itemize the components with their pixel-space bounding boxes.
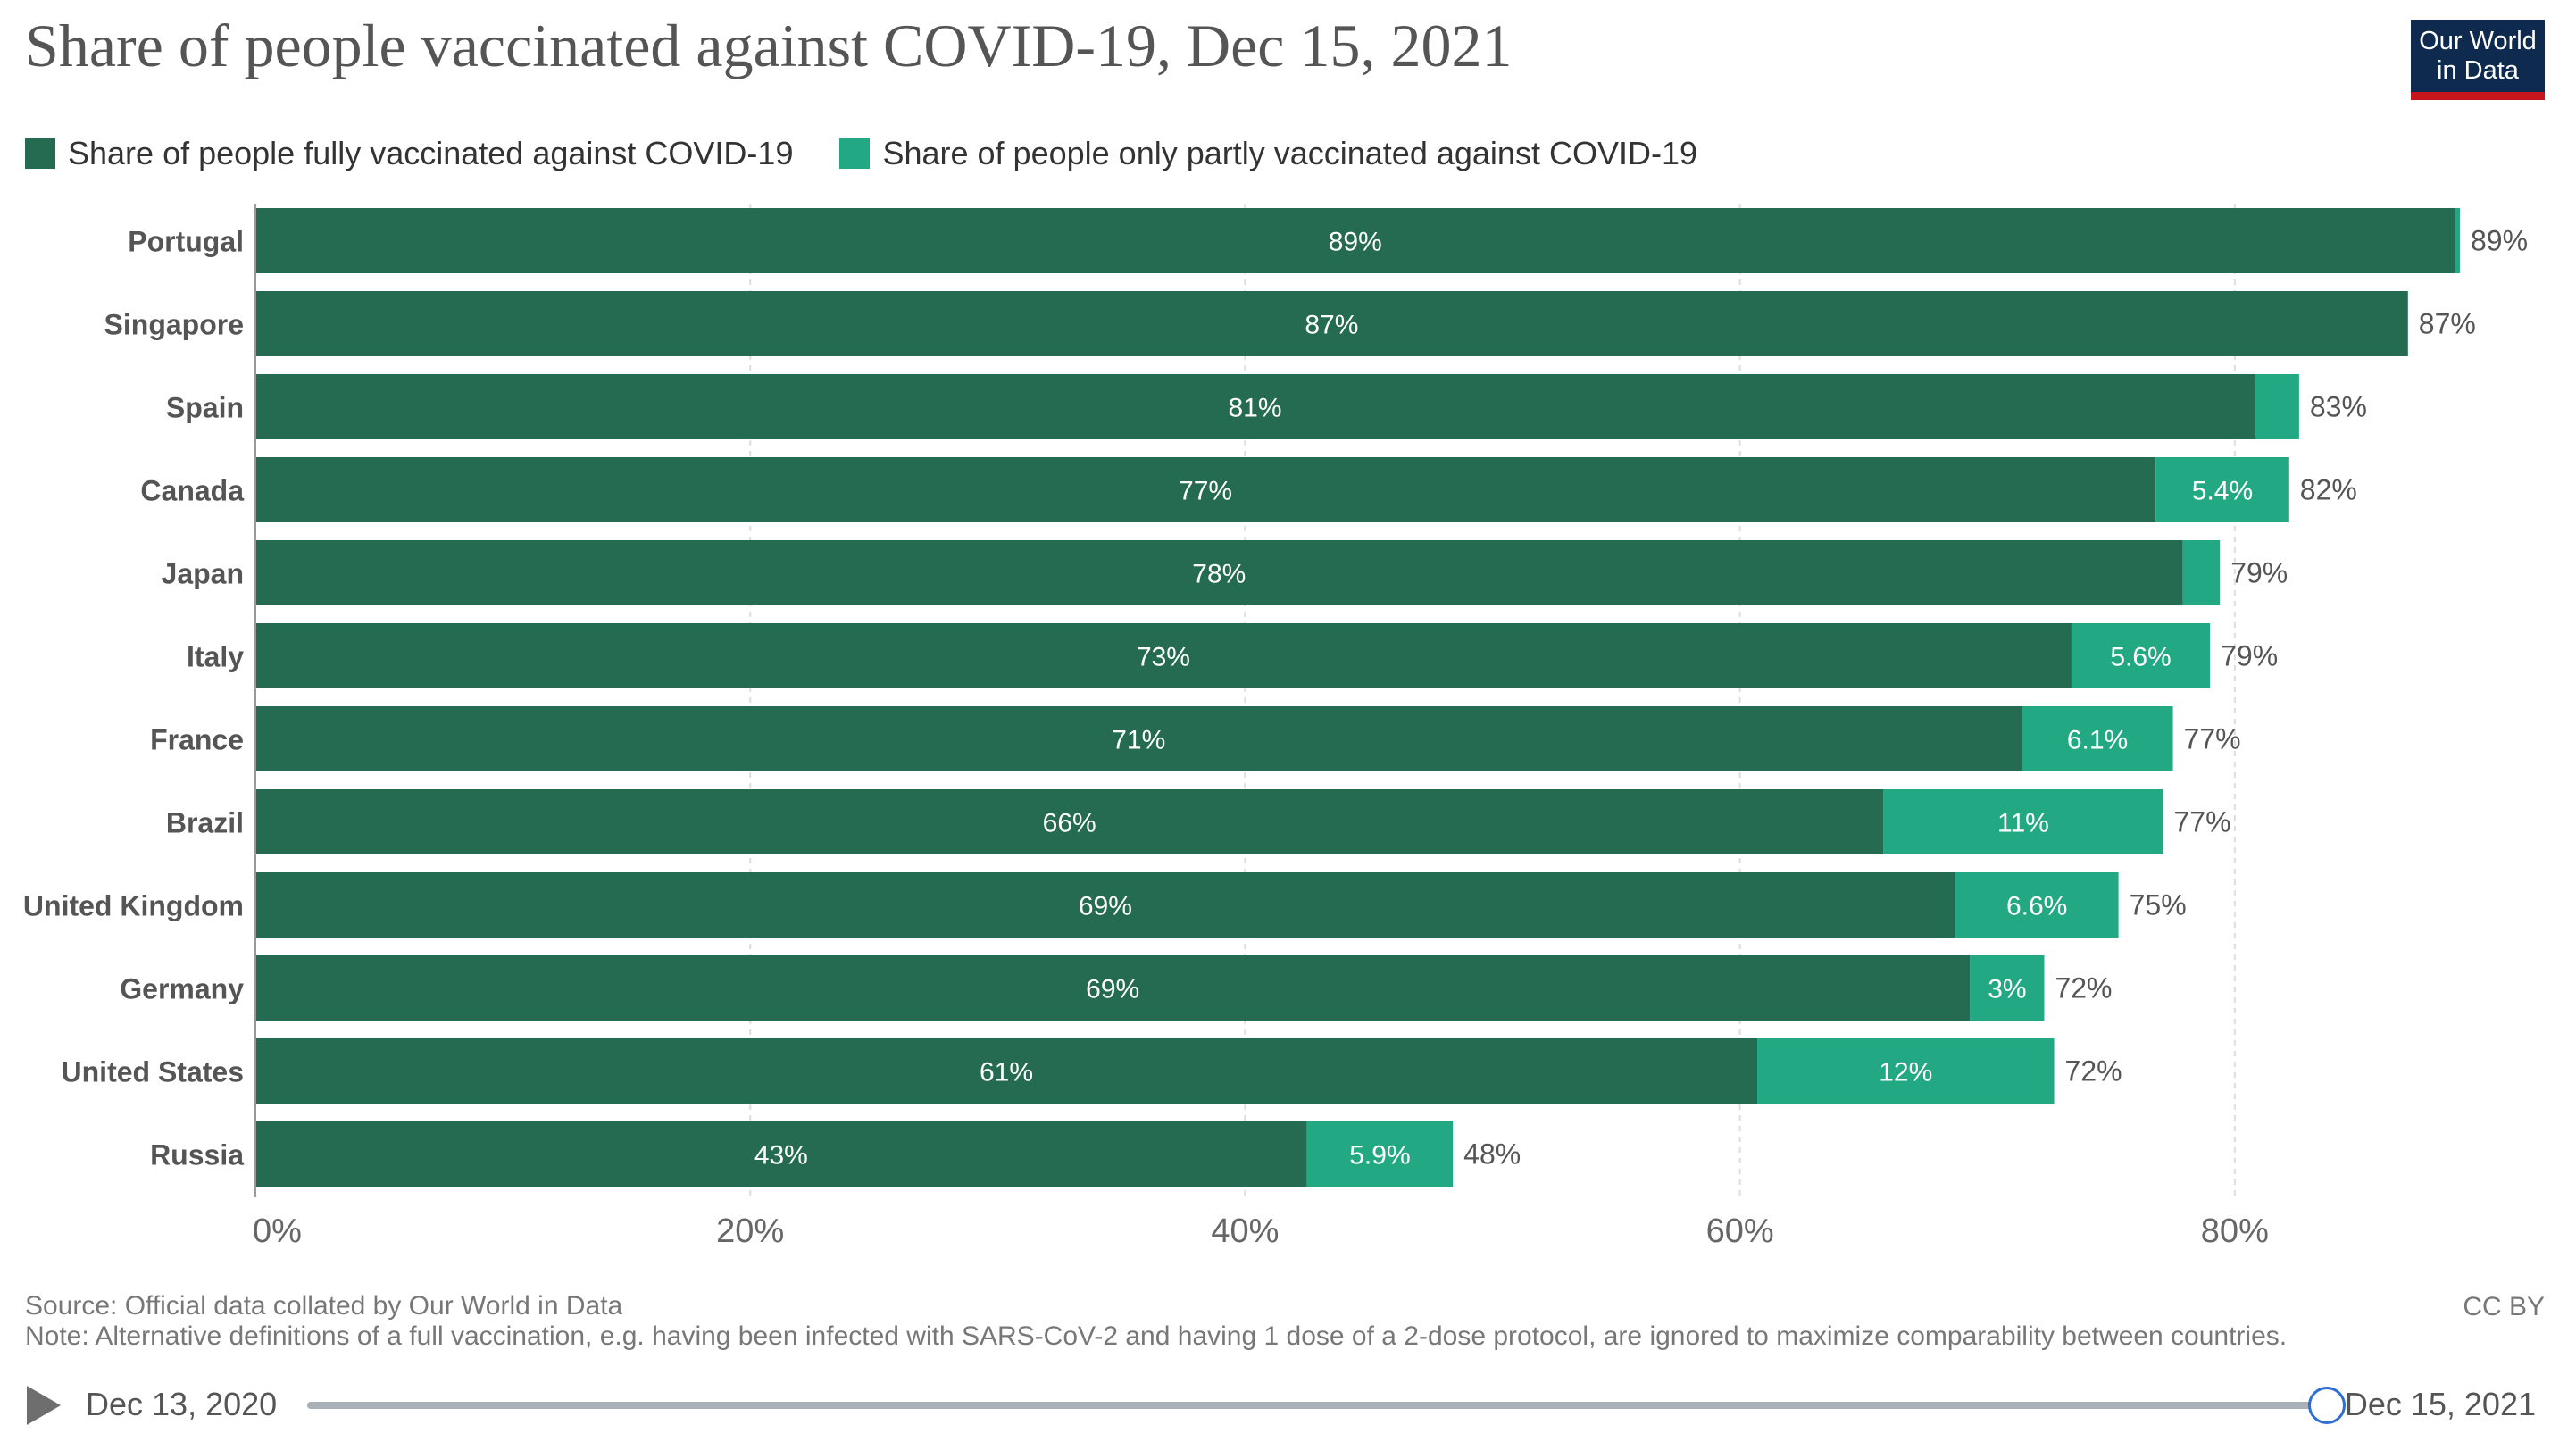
data-label-fully: 71%: [1112, 726, 1165, 755]
data-label-fully: 61%: [980, 1058, 1033, 1088]
legend-item-partly[interactable]: Share of people only partly vaccinated a…: [839, 135, 1697, 172]
total-label: 75%: [2130, 889, 2187, 921]
bar-fully-vaccinated: [255, 955, 1971, 1021]
legend-swatch-fully: [25, 138, 55, 169]
bar-fully-vaccinated: [255, 291, 2408, 356]
timeline-start-date: Dec 13, 2020: [86, 1386, 278, 1422]
bar-fully-vaccinated: [255, 540, 2183, 605]
logo-line-2: in Data: [2437, 56, 2519, 85]
owid-logo[interactable]: Our World in Data: [2411, 20, 2545, 100]
data-label-fully: 81%: [1228, 394, 1281, 423]
x-tick-label: 60%: [1706, 1213, 1774, 1250]
x-tick-label: 40%: [1211, 1213, 1279, 1250]
bar-fully-vaccinated: [255, 623, 2072, 688]
category-label: United States: [62, 1056, 244, 1088]
total-label: 82%: [2300, 474, 2357, 506]
total-label: 79%: [2221, 640, 2278, 672]
bar-partly-vaccinated: [2182, 540, 2221, 605]
data-label-fully: 66%: [1043, 809, 1096, 838]
total-label: 72%: [2065, 1055, 2122, 1088]
bar-partly-vaccinated: [2071, 623, 2211, 688]
bar-fully-vaccinated: [255, 789, 1884, 854]
bar-fully-vaccinated: [255, 1121, 1307, 1187]
x-tick-label: 20%: [716, 1213, 784, 1250]
bar-partly-vaccinated: [1757, 1038, 2055, 1104]
data-label-partly: 12%: [1879, 1058, 1932, 1088]
bar-partly-vaccinated: [1970, 955, 2045, 1021]
data-label-partly: 11%: [1997, 809, 2049, 838]
data-label-partly: 6.6%: [2006, 892, 2067, 921]
bar-fully-vaccinated: [255, 1038, 1758, 1104]
data-label-fully: 77%: [1179, 477, 1232, 506]
bar-partly-vaccinated: [2255, 374, 2299, 439]
timeline-track[interactable]: [307, 1387, 2346, 1424]
total-label: 77%: [2184, 723, 2241, 755]
bar-partly-vaccinated: [1955, 872, 2119, 938]
data-label-partly: 3%: [1988, 975, 2026, 1004]
data-label-fully: 69%: [1086, 975, 1139, 1004]
bar-fully-vaccinated: [255, 872, 1955, 938]
definition-note: Note: Alternative definitions of a full …: [25, 1321, 2288, 1351]
data-label-fully: 89%: [1329, 228, 1382, 257]
logo-line-1: Our World: [2419, 27, 2537, 55]
bar-fully-vaccinated: [255, 706, 2022, 771]
category-label: Portugal: [128, 226, 244, 258]
bar-partly-vaccinated: [2022, 706, 2173, 771]
bar-chart: Portugal 89% 89% Singapore 87% 87% Spain 81% 83%…: [23, 204, 2528, 1250]
total-label: 83%: [2310, 391, 2367, 423]
license-label[interactable]: CC BY: [2463, 1292, 2545, 1321]
total-label: 79%: [2230, 557, 2288, 589]
timeline: Dec 13, 2020 Dec 15, 2021: [25, 1382, 2543, 1427]
legend-item-fully[interactable]: Share of people fully vaccinated against…: [25, 135, 793, 172]
total-label: 89%: [2471, 225, 2528, 257]
total-label: 77%: [2173, 806, 2230, 838]
category-label: United Kingdom: [23, 890, 244, 922]
category-label: Germany: [120, 973, 244, 1005]
category-label: Singapore: [104, 309, 244, 341]
bar-fully-vaccinated: [255, 374, 2255, 439]
data-label-partly: 5.9%: [1349, 1141, 1410, 1171]
legend-label-fully: Share of people fully vaccinated against…: [68, 135, 794, 171]
bar-partly-vaccinated: [1306, 1121, 1454, 1187]
category-label: Canada: [140, 475, 244, 507]
category-label: Brazil: [166, 807, 244, 839]
legend-label-partly: Share of people only partly vaccinated a…: [882, 135, 1697, 171]
x-tick-label: 80%: [2201, 1213, 2269, 1250]
timeline-handle[interactable]: [2308, 1387, 2346, 1424]
data-label-partly: 5.6%: [2110, 643, 2171, 672]
data-label-partly: 6.1%: [2067, 726, 2128, 755]
total-label: 48%: [1463, 1138, 1521, 1171]
data-label-fully: 87%: [1305, 311, 1358, 340]
data-label-fully: 69%: [1079, 892, 1132, 921]
bar-fully-vaccinated: [255, 457, 2156, 522]
category-label: Italy: [187, 641, 244, 673]
timeline-progress: [307, 1402, 2327, 1409]
bar-partly-vaccinated: [2155, 457, 2289, 522]
x-tick-label: 0%: [253, 1213, 302, 1250]
chart-title: Share of people vaccinated against COVID…: [25, 12, 1513, 79]
data-label-fully: 78%: [1192, 560, 1246, 589]
legend-swatch-partly: [839, 138, 871, 169]
category-label: France: [150, 724, 244, 756]
category-label: Spain: [166, 392, 244, 424]
data-label-fully: 73%: [1137, 643, 1190, 672]
data-label-partly: 5.4%: [2192, 477, 2253, 506]
data-label-fully: 43%: [754, 1141, 808, 1171]
source-note: Source: Official data collated by Our Wo…: [25, 1291, 623, 1321]
bar-fully-vaccinated: [255, 208, 2455, 273]
category-label: Japan: [162, 558, 244, 590]
chart-legend: Share of people fully vaccinated against…: [25, 134, 1744, 173]
play-icon[interactable]: [27, 1386, 61, 1425]
total-label: 72%: [2055, 972, 2112, 1004]
bar-partly-vaccinated: [2455, 208, 2460, 273]
category-label: Russia: [150, 1139, 244, 1171]
total-label: 87%: [2419, 308, 2476, 340]
bar-partly-vaccinated: [1883, 789, 2163, 854]
timeline-end-date: Dec 15, 2021: [2344, 1386, 2536, 1422]
